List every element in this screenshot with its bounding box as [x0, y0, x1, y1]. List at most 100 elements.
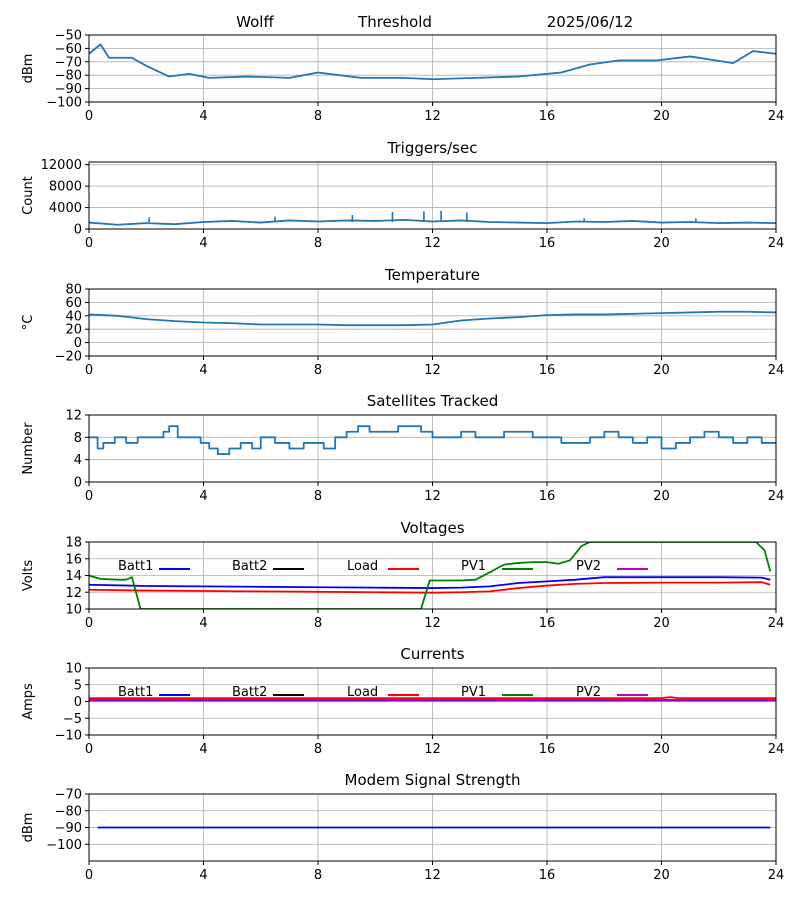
- x-tick-label: 20: [653, 109, 670, 124]
- legend-label-pv1: PV1: [461, 559, 486, 574]
- y-tick-label: −100: [46, 96, 82, 111]
- y-tick-label: 0: [74, 695, 82, 710]
- y-tick-label: 12000: [41, 158, 82, 173]
- x-tick-label: 20: [653, 363, 670, 378]
- chart-title: Satellites Tracked: [367, 392, 498, 410]
- legend-label-batt1: Batt1: [118, 685, 153, 700]
- y-tick-label: −60: [55, 42, 82, 57]
- y-tick-label: −80: [55, 69, 82, 84]
- plot-frame: [88, 414, 777, 483]
- y-tick-label: 0: [74, 223, 82, 238]
- x-tick-label: 0: [85, 236, 93, 251]
- y-tick-label: 0: [74, 336, 82, 351]
- y-tick-label: −90: [55, 82, 82, 97]
- y-axis-label: dBm: [21, 54, 36, 84]
- series-line-load: [89, 581, 771, 594]
- y-tick-label: 20: [65, 323, 82, 338]
- x-tick-label: 4: [199, 236, 207, 251]
- y-tick-label: 8: [74, 431, 82, 446]
- plot-frame: [88, 793, 777, 862]
- y-tick-label: 60: [65, 296, 82, 311]
- x-tick-label: 24: [768, 363, 785, 378]
- legend-label-batt2: Batt2: [232, 559, 267, 574]
- y-tick-label: −100: [46, 838, 82, 853]
- y-tick-label: 10: [65, 662, 82, 677]
- mode-label: Threshold: [357, 13, 432, 31]
- y-axis-label: °C: [21, 315, 36, 331]
- date-label: 2025/06/12: [547, 13, 633, 31]
- y-tick-label: −70: [55, 55, 82, 70]
- y-axis-label: Number: [21, 422, 36, 475]
- x-tick-label: 4: [199, 742, 207, 757]
- legend-label-batt1: Batt1: [118, 559, 153, 574]
- y-tick-label: 12: [65, 409, 82, 424]
- chart-title: Voltages: [400, 519, 464, 537]
- y-tick-label: 14: [65, 569, 82, 584]
- plot-frame: [88, 541, 777, 610]
- plot-frame: [88, 161, 777, 230]
- x-tick-label: 16: [539, 363, 556, 378]
- legend-label-pv2: PV2: [576, 685, 601, 700]
- series-line: [89, 310, 776, 327]
- x-tick-label: 0: [85, 616, 93, 631]
- y-tick-label: 8000: [49, 180, 82, 195]
- x-tick-label: 8: [314, 363, 322, 378]
- chart-0: 0 4 8 12 16 20 24 −100−90−80−70−60−50 dBm: [21, 29, 784, 125]
- x-tick-label: 16: [539, 236, 556, 251]
- x-tick-label: 0: [85, 742, 93, 757]
- x-tick-label: 8: [314, 616, 322, 631]
- chart-title: Temperature: [384, 266, 480, 284]
- x-tick-label: 8: [314, 868, 322, 883]
- chart-title: Modem Signal Strength: [345, 771, 521, 789]
- x-tick-label: 8: [314, 742, 322, 757]
- x-tick-label: 12: [424, 489, 441, 504]
- y-tick-label: −80: [55, 804, 82, 819]
- y-tick-label: 4: [74, 453, 82, 468]
- x-tick-label: 12: [424, 868, 441, 883]
- plot-frame: [88, 288, 777, 357]
- x-tick-label: 20: [653, 489, 670, 504]
- x-tick-label: 12: [424, 616, 441, 631]
- legend-label-pv1: PV1: [461, 685, 486, 700]
- x-tick-label: 0: [85, 489, 93, 504]
- x-tick-label: 0: [85, 363, 93, 378]
- x-tick-label: 12: [424, 363, 441, 378]
- series-line: [89, 218, 776, 226]
- series-line-batt1: [89, 576, 771, 589]
- chart-title: Triggers/sec: [387, 139, 478, 157]
- y-tick-label: −70: [55, 788, 82, 803]
- x-tick-label: 8: [314, 109, 322, 124]
- x-tick-label: 4: [199, 363, 207, 378]
- y-axis-label: Volts: [21, 560, 36, 592]
- x-tick-label: 20: [653, 236, 670, 251]
- y-tick-label: 18: [65, 536, 82, 551]
- station-name: Wolff: [236, 13, 274, 31]
- series-line-pv1: [89, 542, 772, 609]
- x-tick-label: 12: [424, 109, 441, 124]
- x-tick-label: 4: [199, 616, 207, 631]
- plot-frame: [88, 667, 777, 736]
- x-tick-label: 8: [314, 489, 322, 504]
- x-tick-label: 16: [539, 742, 556, 757]
- legend-label-pv2: PV2: [576, 559, 601, 574]
- x-tick-label: 16: [539, 868, 556, 883]
- chart-6: 0 4 8 12 16 20 24 −100 −90 −80−70 dBm Modem Signal …: [21, 771, 784, 883]
- x-tick-label: 20: [653, 616, 670, 631]
- x-tick-label: 16: [539, 109, 556, 124]
- legend-label-batt2: Batt2: [232, 685, 267, 700]
- y-tick-label: 4000: [49, 201, 82, 216]
- x-tick-label: 4: [199, 489, 207, 504]
- x-tick-label: 4: [199, 109, 207, 124]
- x-tick-label: 24: [768, 236, 785, 251]
- y-tick-label: −10: [55, 729, 82, 744]
- x-tick-label: 0: [85, 868, 93, 883]
- y-axis-label: dBm: [21, 813, 36, 843]
- x-tick-label: 24: [768, 742, 785, 757]
- plot-frame: [88, 34, 777, 103]
- chart-1: 0 4 8 12 16 20 24 0 4000 8000 12000 Count Triggers/s…: [21, 139, 784, 251]
